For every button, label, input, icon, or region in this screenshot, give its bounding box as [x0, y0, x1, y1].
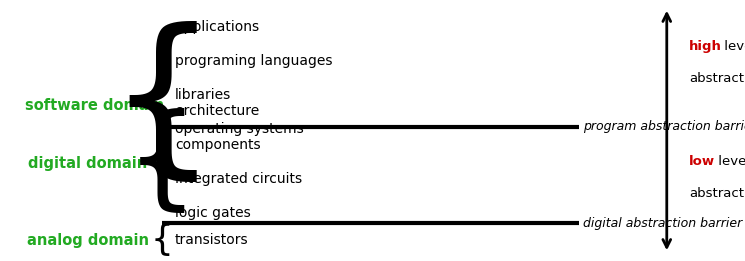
Text: Integrated circuits: Integrated circuits [175, 172, 302, 186]
Text: {: { [107, 21, 218, 190]
Text: applications: applications [175, 20, 259, 34]
Text: operating systems: operating systems [175, 122, 304, 136]
Text: abstraction: abstraction [689, 72, 745, 85]
Text: digital abstraction barrier: digital abstraction barrier [583, 217, 742, 230]
Text: libraries: libraries [175, 88, 232, 102]
Text: abstraction: abstraction [689, 187, 745, 200]
Text: transistors: transistors [175, 233, 249, 247]
Text: programing languages: programing languages [175, 54, 332, 68]
Text: level of: level of [714, 155, 745, 168]
Text: {: { [151, 223, 174, 257]
Text: {: { [126, 108, 199, 219]
Text: logic gates: logic gates [175, 206, 251, 220]
Text: digital domain: digital domain [28, 156, 148, 171]
Text: high: high [689, 40, 722, 54]
Text: program abstraction barrier: program abstraction barrier [583, 120, 745, 133]
Text: low: low [689, 155, 715, 168]
Text: level of: level of [720, 40, 745, 54]
Text: components: components [175, 138, 261, 152]
Text: software domain: software domain [25, 98, 164, 113]
Text: architecture: architecture [175, 104, 259, 118]
Text: analog domain: analog domain [27, 233, 149, 248]
